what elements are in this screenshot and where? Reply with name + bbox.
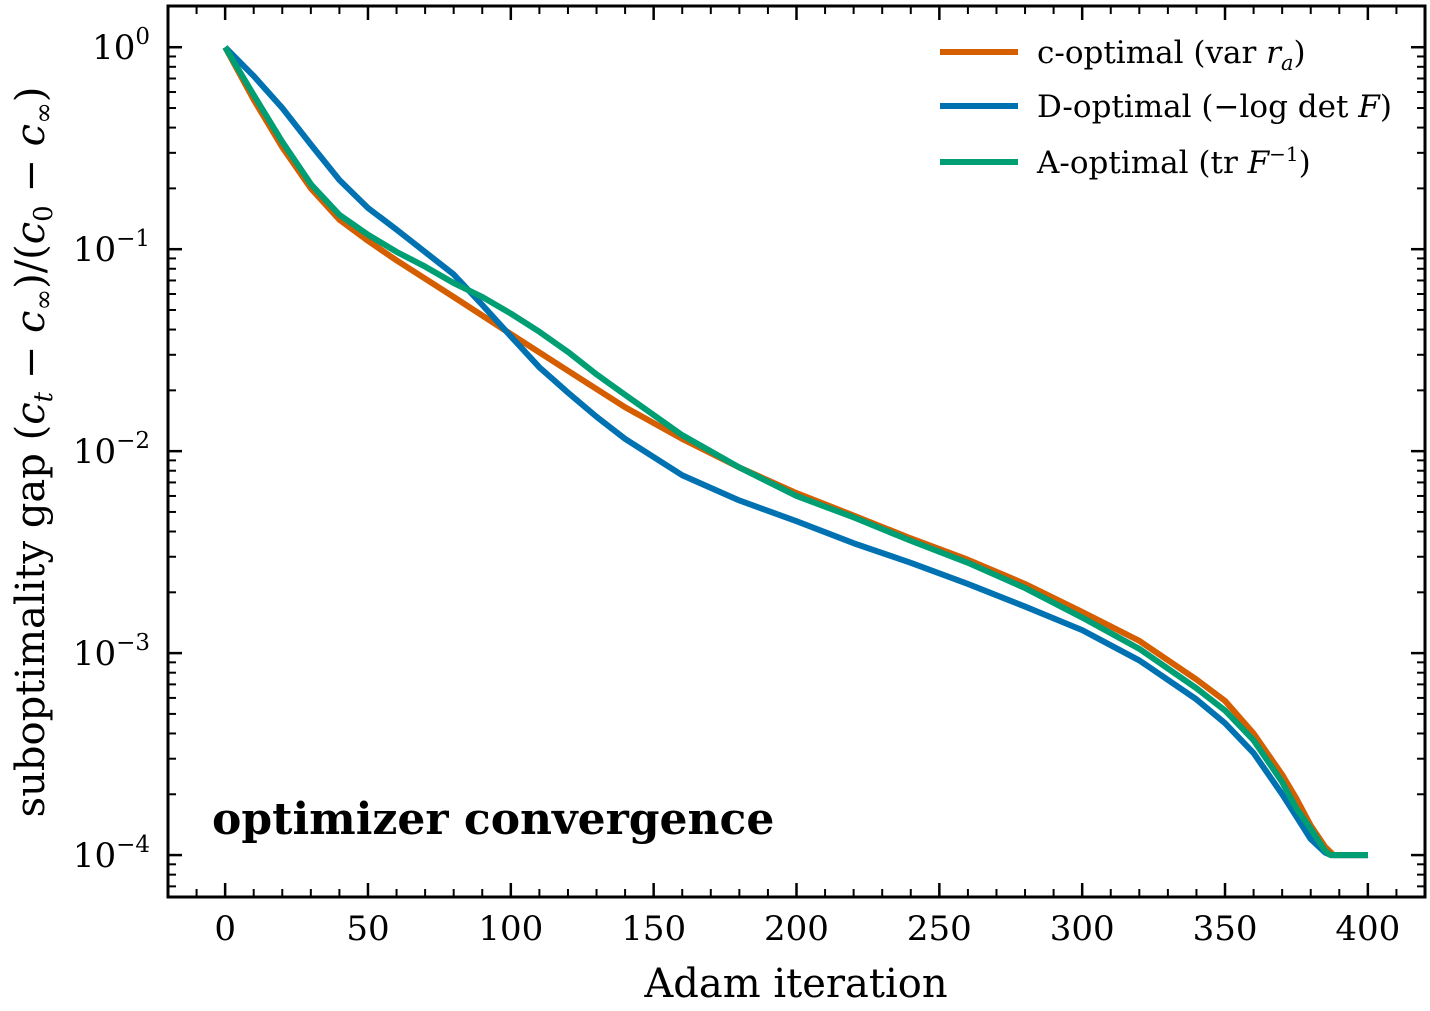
- x-tick-label: 300: [1050, 909, 1115, 949]
- x-tick-label: 250: [907, 909, 972, 949]
- y-tick-label: 10−4: [73, 832, 150, 876]
- series-layer: [222, 45, 1368, 859]
- tick-labels: 0 50 100 150 200 250 300 350 400 100 10−1 10−2 10−3 1…: [73, 24, 1400, 949]
- x-tick-label: 50: [346, 909, 389, 949]
- x-tick-label: 400: [1335, 909, 1400, 949]
- legend: c-optimal (var ra) D-optimal (−log det F…: [940, 35, 1392, 181]
- x-tick-label: 100: [478, 909, 543, 949]
- series-line-d-optimal: [223, 45, 1368, 859]
- y-tick-label: 10−2: [73, 428, 150, 472]
- y-tick-label: 10−3: [73, 630, 150, 674]
- legend-label-c-optimal: c-optimal (var ra): [1037, 35, 1306, 75]
- y-tick-label: 100: [92, 24, 150, 68]
- x-tick-label: 150: [621, 909, 686, 949]
- ticks-layer: [168, 6, 1426, 897]
- x-tick-label: 0: [214, 909, 236, 949]
- x-tick-label: 200: [764, 909, 829, 949]
- legend-label-a-optimal: A-optimal (tr F−1): [1036, 142, 1311, 181]
- series-line-a-optimal: [222, 45, 1368, 859]
- y-axis-title: suboptimality gap (ct − c∞)/(c0 − c∞): [8, 87, 59, 818]
- annotation-optimizer-convergence: optimizer convergence: [212, 794, 774, 845]
- plot-frame: [166, 4, 1427, 899]
- legend-label-d-optimal: D-optimal (−log det F): [1037, 89, 1392, 125]
- y-tick-label: 10−1: [73, 226, 150, 270]
- x-tick-label: 350: [1193, 909, 1258, 949]
- x-axis-title: Adam iteration: [643, 961, 947, 1007]
